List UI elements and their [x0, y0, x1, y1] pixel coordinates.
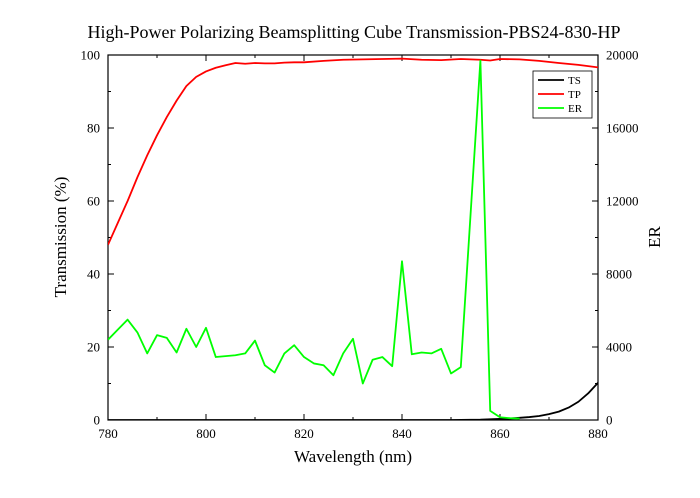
y2-tick-label: 20000	[606, 48, 639, 63]
x-tick-label: 840	[392, 426, 412, 441]
x-tick-label: 880	[588, 426, 608, 441]
x-tick-label: 800	[196, 426, 216, 441]
y-tick-label: 60	[87, 194, 100, 209]
y2-tick-label: 0	[606, 413, 613, 428]
y-tick-label: 80	[87, 121, 100, 136]
plot-frame	[107, 54, 599, 421]
series-tp-line	[108, 57, 598, 246]
y-tick-label: 40	[87, 267, 100, 282]
y-tick-label: 100	[81, 48, 101, 63]
legend: TS TP ER	[532, 70, 593, 119]
y2-tick-label: 8000	[606, 267, 632, 282]
y-axis-left: 0 20 40 60 80 100	[81, 48, 114, 428]
chart-title: High-Power Polarizing Beamsplitting Cube…	[87, 22, 620, 42]
y-tick-label: 0	[94, 413, 101, 428]
y2-tick-label: 16000	[606, 121, 639, 136]
y2-tick-label: 4000	[606, 340, 632, 355]
series-layer	[108, 57, 598, 420]
y-axis-title: Transmission (%)	[51, 177, 70, 298]
legend-label-ts: TS	[568, 75, 581, 87]
legend-label-er: ER	[568, 103, 583, 115]
x-tick-label: 820	[294, 426, 314, 441]
y-axis-right: 0 4000 8000 12000 16000 20000	[592, 48, 639, 428]
y-tick-label: 20	[87, 340, 100, 355]
series-ts-line	[108, 382, 598, 420]
series-er-line	[108, 59, 520, 420]
y2-axis-title: ER	[645, 225, 664, 247]
y2-tick-label: 12000	[606, 194, 639, 209]
x-tick-label: 780	[98, 426, 118, 441]
x-tick-label: 860	[490, 426, 510, 441]
legend-label-tp: TP	[568, 89, 581, 101]
x-axis: 780 800 820 840 860 880	[98, 55, 608, 441]
x-axis-title: Wavelength (nm)	[294, 447, 412, 466]
